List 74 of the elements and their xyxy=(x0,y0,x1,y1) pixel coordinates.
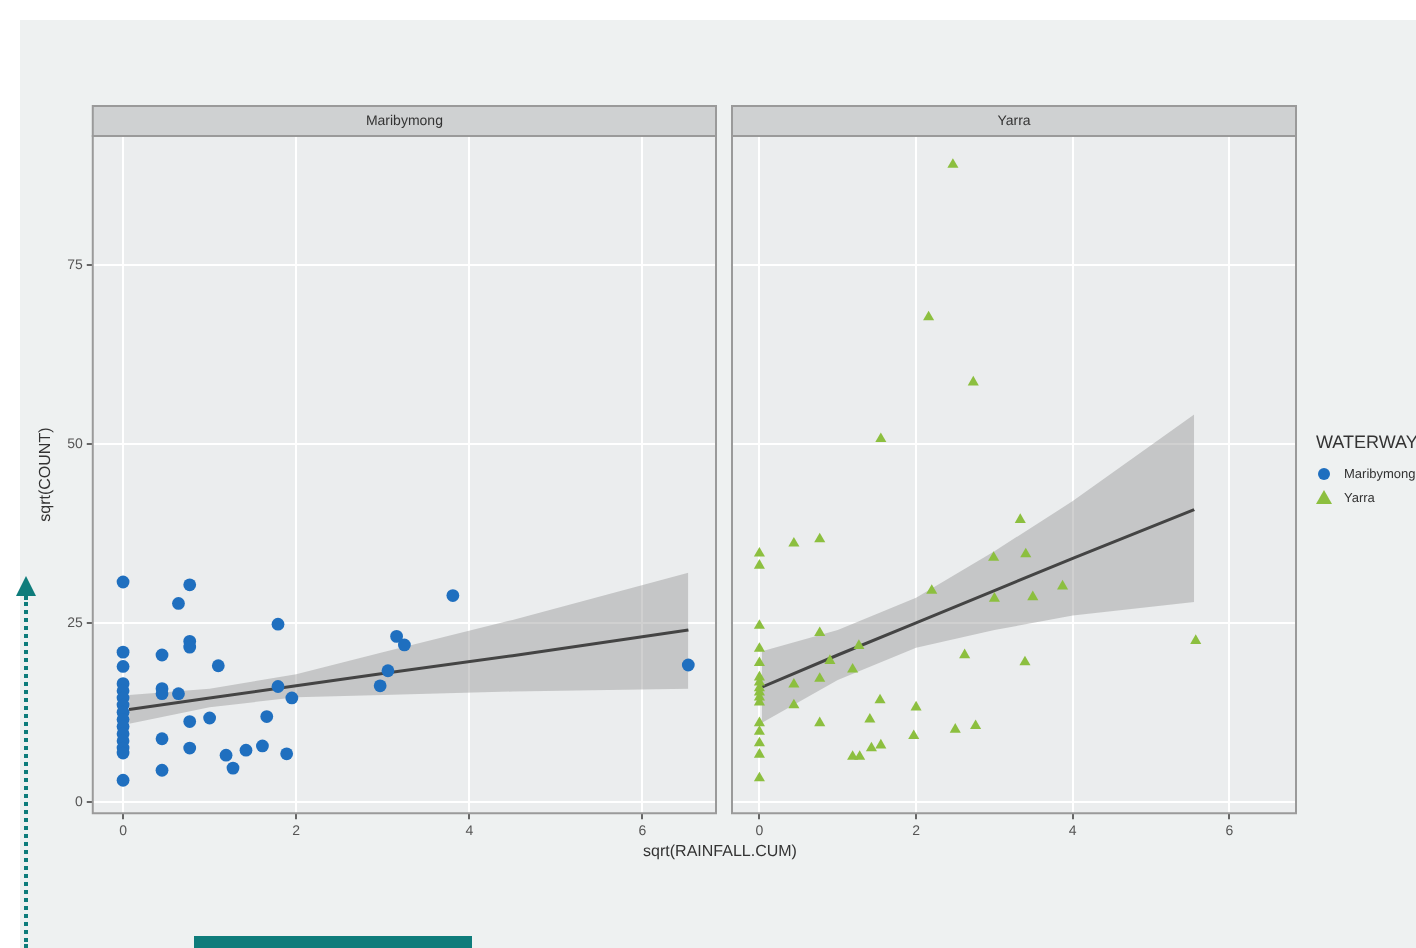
point xyxy=(753,656,765,667)
point xyxy=(116,575,130,589)
point xyxy=(1014,513,1026,523)
point xyxy=(875,432,887,443)
point xyxy=(239,743,253,757)
point xyxy=(824,654,836,664)
point xyxy=(788,677,800,688)
point xyxy=(681,658,695,672)
point xyxy=(988,551,1000,561)
point xyxy=(211,659,225,673)
point xyxy=(959,648,971,659)
point xyxy=(280,747,294,761)
point xyxy=(753,725,765,735)
point xyxy=(116,660,130,673)
point xyxy=(910,700,922,711)
point xyxy=(390,629,403,643)
point xyxy=(847,662,859,673)
point xyxy=(753,771,765,782)
point xyxy=(874,693,886,704)
point xyxy=(116,773,130,787)
point xyxy=(155,648,169,662)
point xyxy=(854,750,866,760)
point xyxy=(172,597,185,610)
point xyxy=(155,732,169,746)
x-axis-title: sqrt(RAINFALL.CUM) xyxy=(641,842,799,860)
point xyxy=(947,158,959,168)
point xyxy=(256,739,269,753)
point xyxy=(172,687,185,701)
point xyxy=(753,642,765,652)
point xyxy=(753,619,765,629)
point xyxy=(271,680,285,693)
point xyxy=(788,536,800,547)
point xyxy=(788,698,800,709)
point xyxy=(1020,547,1032,558)
point xyxy=(219,748,233,762)
point xyxy=(381,664,395,678)
point xyxy=(875,738,887,749)
point xyxy=(864,713,876,723)
point xyxy=(926,584,938,594)
point xyxy=(814,716,826,727)
point xyxy=(908,729,920,740)
point xyxy=(1057,579,1069,590)
point xyxy=(116,645,130,659)
point xyxy=(203,711,217,725)
point xyxy=(753,736,765,747)
point xyxy=(183,715,197,728)
point xyxy=(753,546,765,557)
point xyxy=(183,741,197,755)
point xyxy=(155,763,169,777)
point xyxy=(1190,634,1202,644)
point xyxy=(865,741,877,752)
point xyxy=(967,375,979,386)
point xyxy=(753,559,765,569)
point xyxy=(271,617,285,631)
point xyxy=(949,723,961,733)
point xyxy=(923,310,935,321)
point xyxy=(285,691,299,705)
point xyxy=(814,532,826,543)
point xyxy=(814,672,826,682)
point xyxy=(988,592,1000,602)
point xyxy=(373,679,387,693)
point xyxy=(753,716,765,727)
point xyxy=(853,639,865,649)
y-axis-title: sqrt(COUNT) xyxy=(36,426,55,522)
point xyxy=(183,578,197,592)
point xyxy=(446,589,460,602)
point xyxy=(226,761,240,775)
point xyxy=(1027,590,1039,601)
point xyxy=(1019,655,1031,666)
point xyxy=(814,626,826,636)
point xyxy=(970,719,982,730)
point xyxy=(753,748,765,758)
point xyxy=(260,710,274,723)
point xyxy=(397,638,411,652)
